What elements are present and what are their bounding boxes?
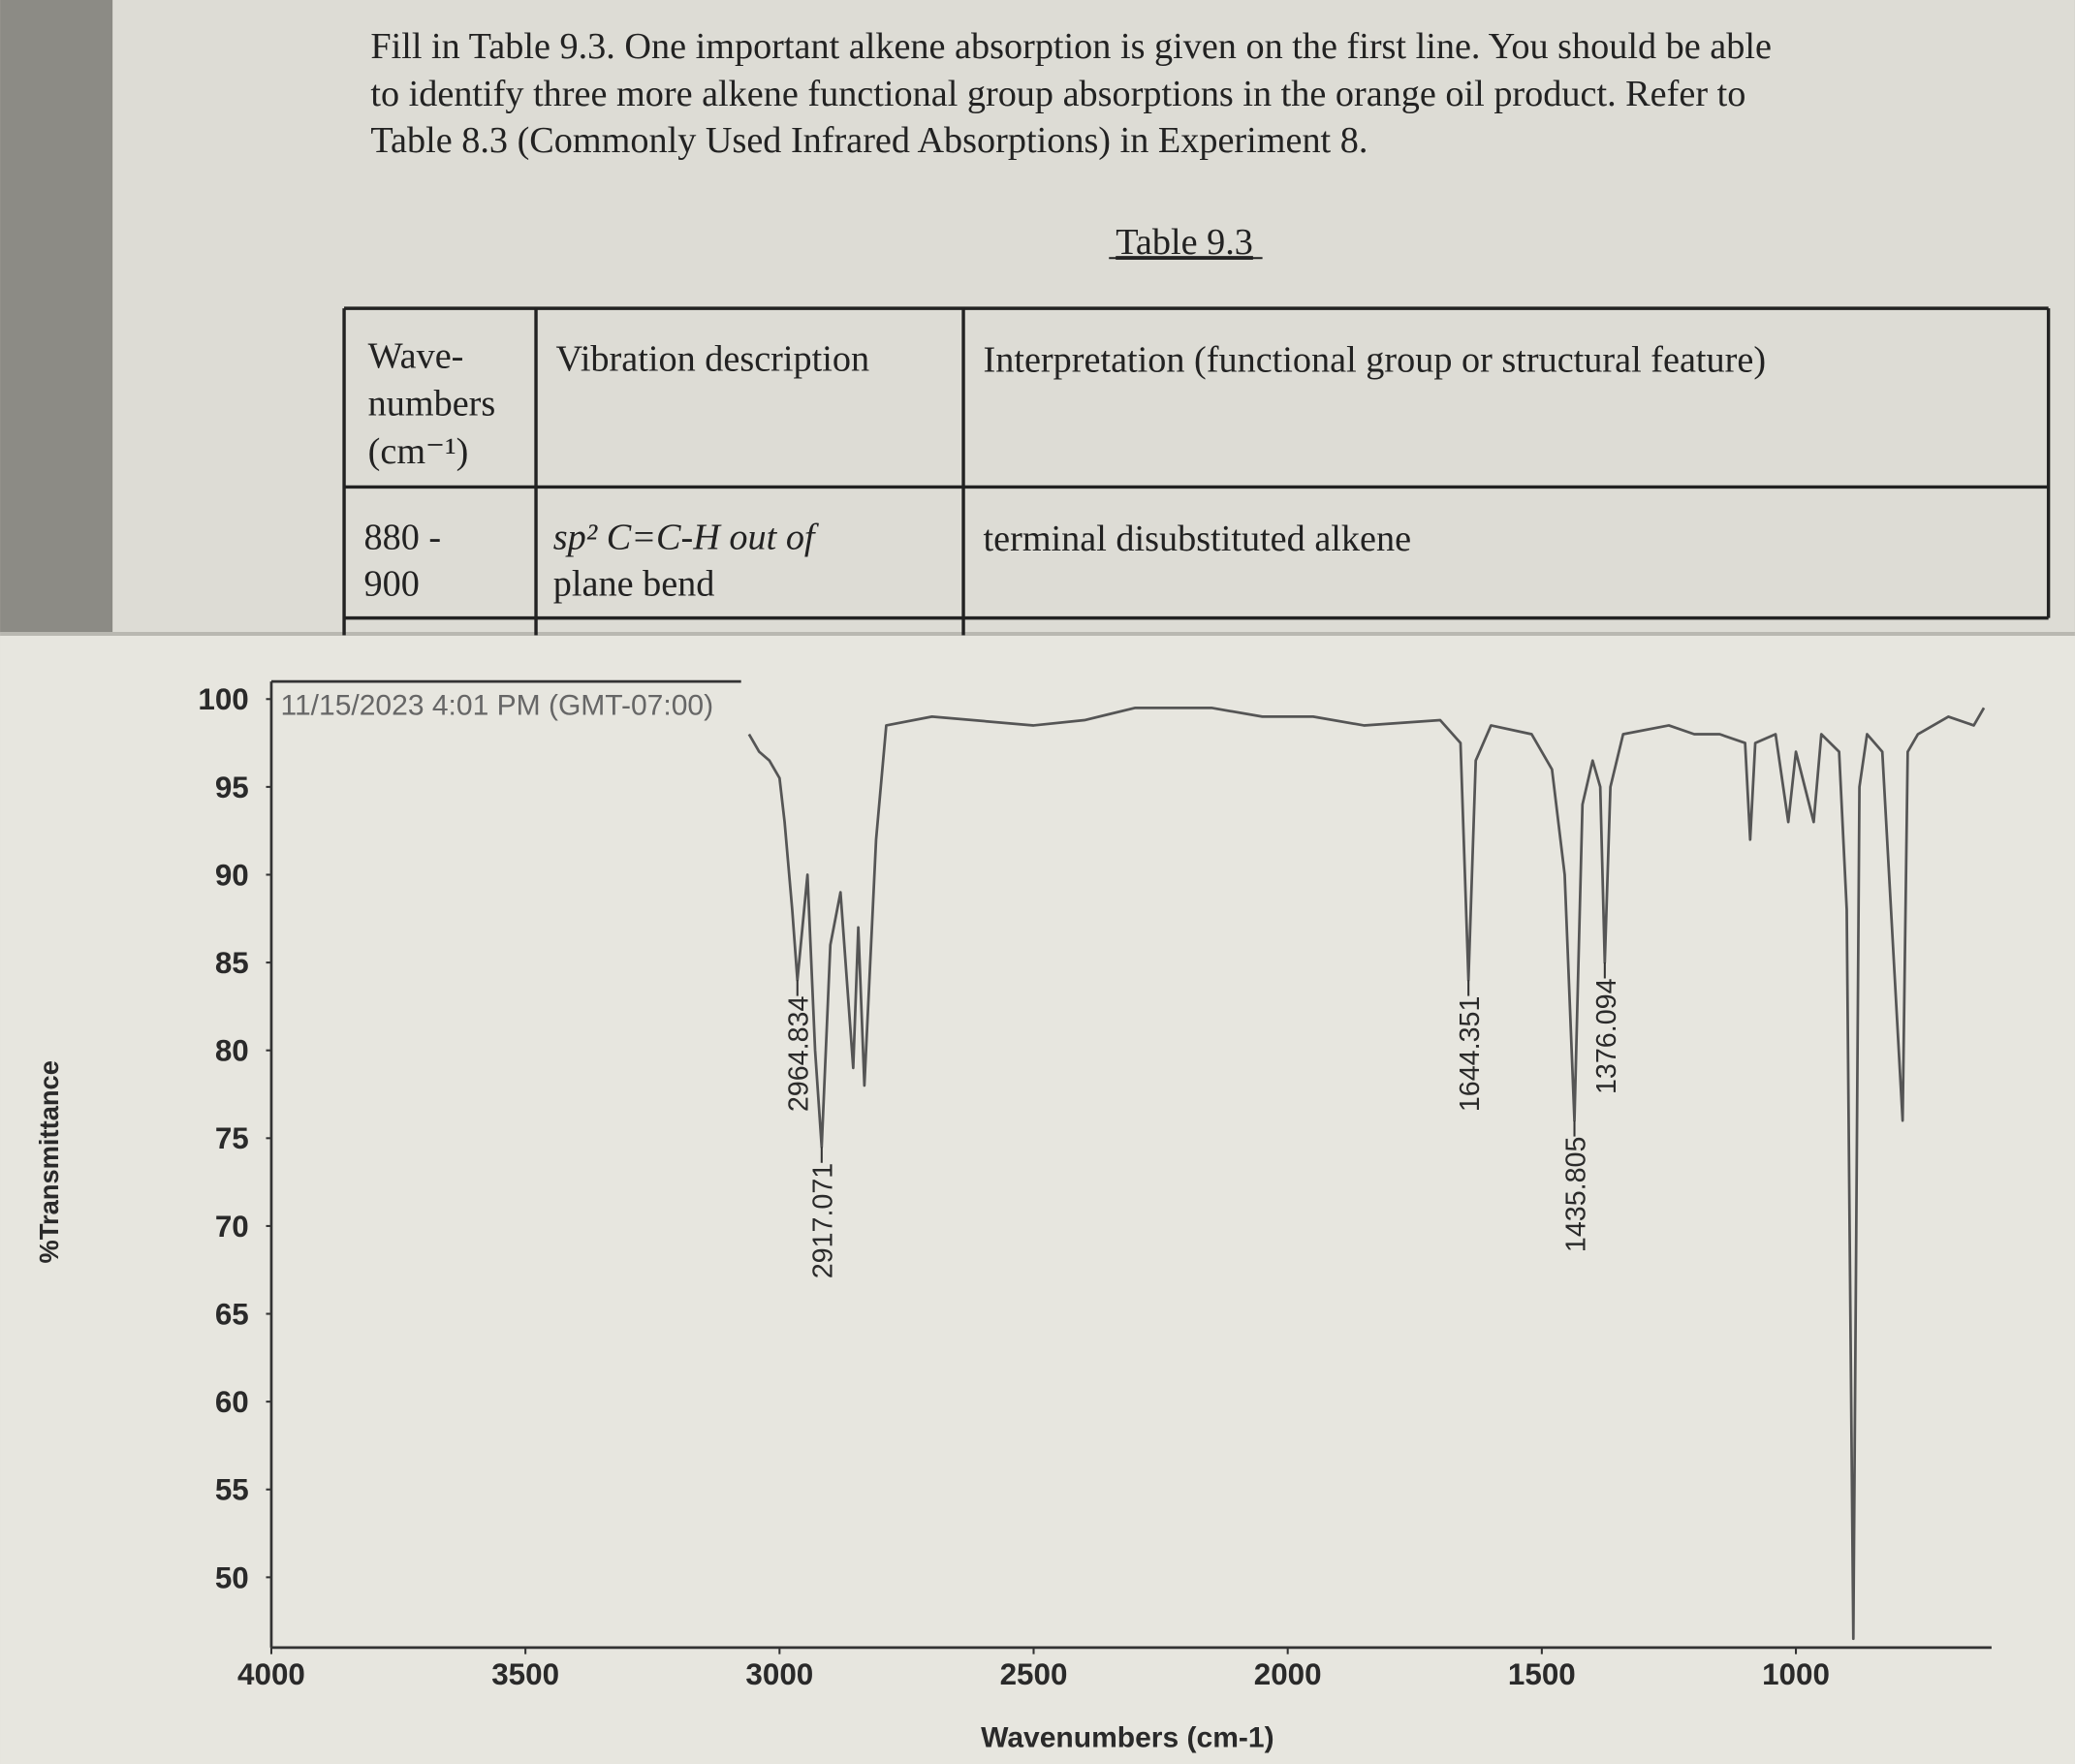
table-header-cell: Wave- [368,336,464,377]
table-cell: plane bend [553,563,715,604]
x-tick-label: 2000 [1254,1657,1322,1691]
y-tick-label: 60 [215,1385,249,1419]
worksheet-paper [112,0,2075,636]
table-header-cell: Vibration description [556,338,870,379]
y-tick-label: 100 [198,682,248,716]
peak-label: 2917.071 [808,1163,839,1279]
peak-label: 1435.805 [1560,1137,1591,1253]
y-axis-label: %Transmittance [34,1060,64,1263]
y-tick-label: 65 [215,1297,249,1331]
x-tick-label: 3500 [491,1657,559,1691]
timestamp: 11/15/2023 4:01 PM (GMT-07:00) [281,689,714,721]
y-tick-label: 80 [215,1034,249,1068]
table-header-cell: numbers [368,384,496,425]
instruction-line: to identify three more alkene functional… [370,74,1745,114]
x-axis-label: Wavenumbers (cm-1) [981,1721,1273,1753]
x-tick-label: 1500 [1508,1657,1576,1691]
table-cell: 900 [364,563,420,604]
y-tick-label: 85 [215,946,249,980]
x-tick-label: 2500 [1000,1657,1068,1691]
y-tick-label: 75 [215,1121,249,1155]
peak-label: 1644.351 [1455,996,1486,1113]
x-tick-label: 4000 [237,1657,305,1691]
peak-label: 1376.094 [1591,978,1622,1094]
y-tick-label: 95 [215,771,249,804]
peak-label: 2964.834 [784,996,815,1113]
table-cell: 880 - [364,518,442,558]
table-cell: terminal disubstituted alkene [984,519,1412,559]
ir-spectrum: 50 55 60 65 70 75 80 85 90 95 100 4000 3500 3000 2500 2… [34,679,1992,1753]
x-tick-label: 1000 [1762,1657,1830,1691]
table-header-cell: (cm⁻¹) [368,431,469,472]
table-cell: sp² C=C-H out of [553,518,820,558]
instructions: Fill in Table 9.3. One important alkene … [370,26,1772,161]
y-tick-label: 70 [215,1210,249,1244]
spectrum-line [747,706,1986,1641]
table-header-cell: Interpretation (functional group or stru… [984,340,1767,381]
spectrum-paper [0,632,2075,1764]
table-grid [342,306,2051,636]
y-tick-label: 50 [215,1560,249,1594]
y-tick-label: 55 [215,1473,249,1507]
x-tick-label: 3000 [745,1657,813,1691]
instruction-line: Table 8.3 (Commonly Used Infrared Absorp… [370,120,1368,161]
instruction-line: Fill in Table 9.3. One important alkene … [370,26,1772,67]
table: Wave- numbers (cm⁻¹) Vibration descripti… [364,336,1767,605]
y-tick-label: 90 [215,858,249,892]
table-caption: Table 9.3 [1116,222,1253,263]
